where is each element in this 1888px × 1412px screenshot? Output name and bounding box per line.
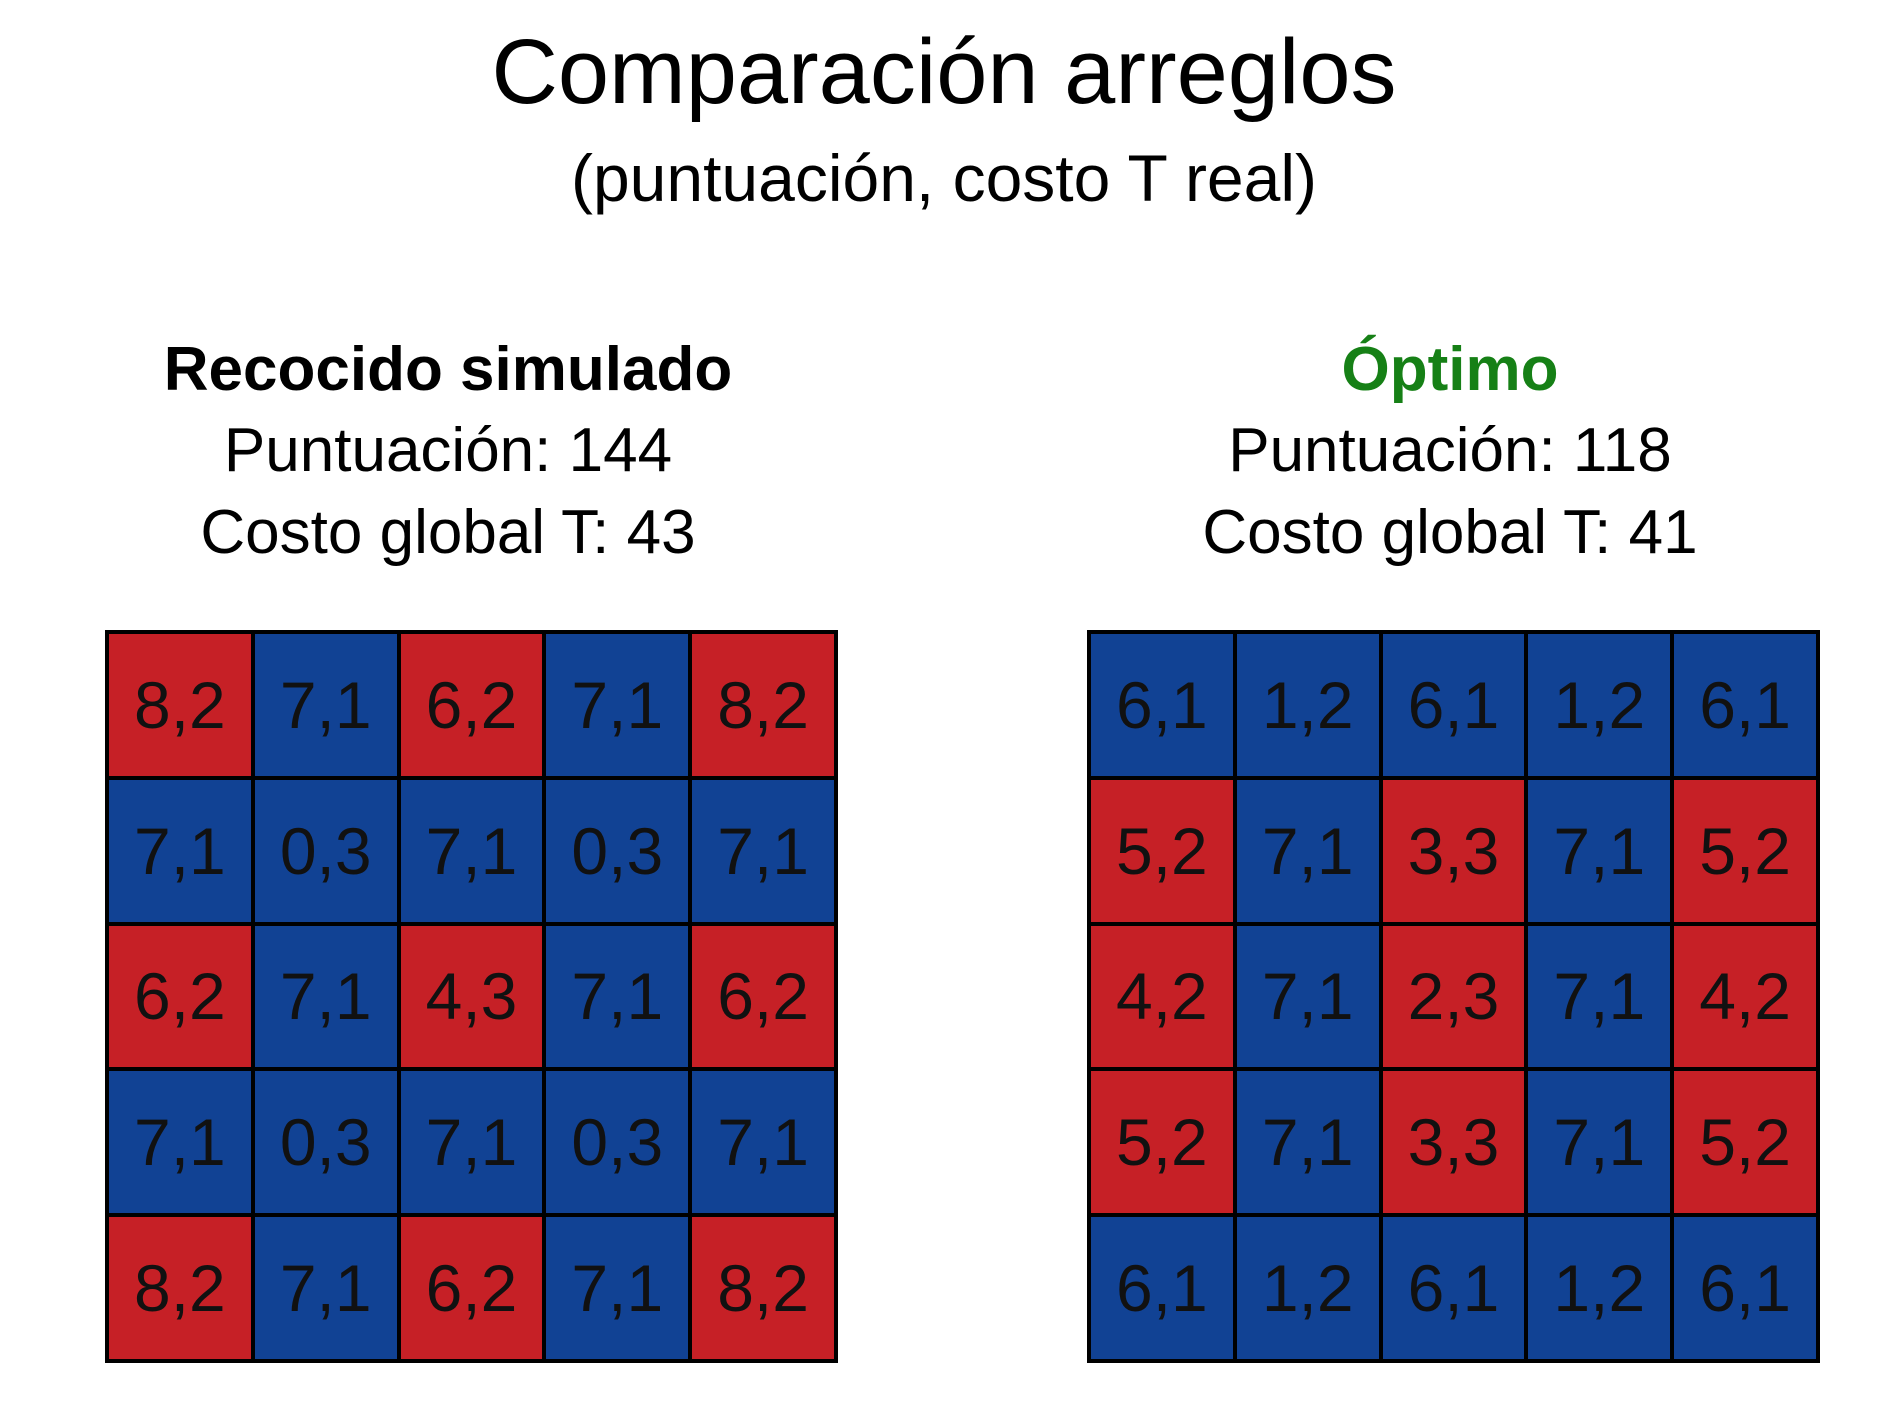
page-subtitle: (puntuación, costo T real) xyxy=(571,141,1317,215)
grid-cell-blue: 1,2 xyxy=(1236,1217,1379,1359)
grid-cell-blue: 7,1 xyxy=(546,634,689,776)
grid-cell-red: 5,2 xyxy=(1674,1071,1816,1214)
grid-cell-red: 4,2 xyxy=(1091,925,1233,1068)
arrangement-grid: 6,1 1,2 6,1 1,2 6,1 5,2 7,1 3,3 7,1 5,2 4,2 7,1 2,3 7… xyxy=(1087,630,1820,1363)
grid-cell-blue: 6,1 xyxy=(1382,1217,1525,1359)
panel-title: Recocido simulado xyxy=(163,335,733,404)
grid-cell-blue: 7,1 xyxy=(546,1217,689,1359)
grid-cell-blue: 1,2 xyxy=(1236,634,1379,776)
panel-title: Óptimo xyxy=(1341,335,1559,404)
grid-cell-blue: 1,2 xyxy=(1528,1217,1671,1359)
grid-cell-red: 6,2 xyxy=(400,1217,543,1359)
grid-cell-blue: 7,1 xyxy=(1236,779,1379,922)
grid-cell-blue: 0,3 xyxy=(546,779,689,922)
grid-cell-blue: 0,3 xyxy=(546,1071,689,1214)
grid-cell-red: 3,3 xyxy=(1382,1071,1525,1214)
grid-cell-blue: 1,2 xyxy=(1528,634,1671,776)
grid-cell-red: 8,2 xyxy=(692,1217,834,1359)
grid-cell-red: 5,2 xyxy=(1674,779,1816,922)
grid-cell-red: 8,2 xyxy=(109,1217,251,1359)
arrangement-grid: 8,2 7,1 6,2 7,1 8,2 7,1 0,3 7,1 0,3 7,1 6,2 7,1 4,3 7… xyxy=(105,630,838,1363)
grid-cell-blue: 7,1 xyxy=(1236,925,1379,1068)
grid-cell-blue: 7,1 xyxy=(400,1071,543,1214)
grid-cell-red: 6,2 xyxy=(400,634,543,776)
grid-cell-blue: 7,1 xyxy=(254,634,397,776)
grid-cell-blue: 7,1 xyxy=(546,925,689,1068)
grid-cell-red: 3,3 xyxy=(1382,779,1525,922)
panel-header: Recocido simulado Puntuación: 144 Costo … xyxy=(78,330,818,574)
grid-cell-blue: 6,1 xyxy=(1091,1217,1233,1359)
grid-cell-blue: 6,1 xyxy=(1674,1217,1816,1359)
grid-cell-blue: 0,3 xyxy=(254,1071,397,1214)
grid-cell-blue: 7,1 xyxy=(1236,1071,1379,1214)
grid-cell-blue: 6,1 xyxy=(1382,634,1525,776)
grid-cell-blue: 7,1 xyxy=(254,1217,397,1359)
grid-cell-red: 4,3 xyxy=(400,925,543,1068)
grid-cell-blue: 7,1 xyxy=(1528,779,1671,922)
grid-cell-blue: 6,1 xyxy=(1674,634,1816,776)
grid-cell-red: 5,2 xyxy=(1091,779,1233,922)
grid-cell-red: 6,2 xyxy=(692,925,834,1068)
grid-cell-red: 2,3 xyxy=(1382,925,1525,1068)
score-line: Puntuación: 144 xyxy=(223,416,673,485)
grid-cell-blue: 7,1 xyxy=(692,779,834,922)
grid-cell-blue: 7,1 xyxy=(1528,1071,1671,1214)
grid-cell-blue: 7,1 xyxy=(109,779,251,922)
panel-simulated-annealing: Recocido simulado Puntuación: 144 Costo … xyxy=(88,330,838,1363)
score-line: Puntuación: 118 xyxy=(1228,416,1672,485)
grid-cell-red: 8,2 xyxy=(109,634,251,776)
grid-cell-red: 5,2 xyxy=(1091,1071,1233,1214)
panel-header: Óptimo Puntuación: 118 Costo global T: 4… xyxy=(1080,330,1820,574)
grid-cell-blue: 7,1 xyxy=(109,1071,251,1214)
grid-cell-red: 6,2 xyxy=(109,925,251,1068)
grid-cell-blue: 7,1 xyxy=(400,779,543,922)
grid-cell-blue: 7,1 xyxy=(1528,925,1671,1068)
cost-line: Costo global T: 41 xyxy=(1202,498,1698,567)
panel-optimal: Óptimo Puntuación: 118 Costo global T: 4… xyxy=(1070,330,1820,1363)
grid-cell-blue: 6,1 xyxy=(1091,634,1233,776)
cost-line: Costo global T: 43 xyxy=(200,498,696,567)
grid-cell-red: 4,2 xyxy=(1674,925,1816,1068)
grid-cell-blue: 0,3 xyxy=(254,779,397,922)
grid-cell-blue: 7,1 xyxy=(254,925,397,1068)
grid-cell-red: 8,2 xyxy=(692,634,834,776)
page-title: Comparación arreglos xyxy=(491,21,1397,123)
grid-cell-blue: 7,1 xyxy=(692,1071,834,1214)
